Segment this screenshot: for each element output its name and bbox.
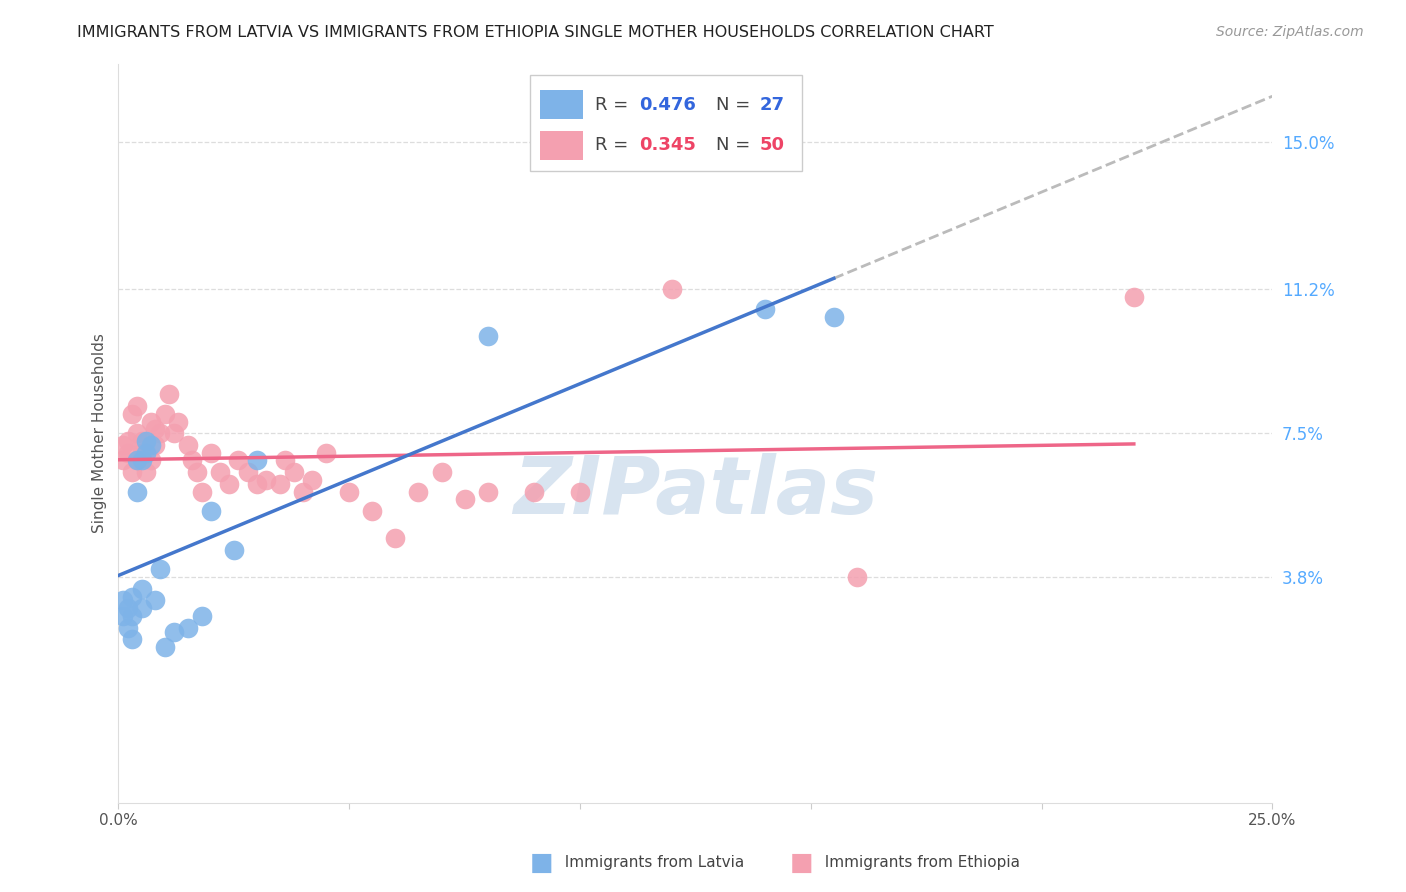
Point	[218, 476, 240, 491]
Point	[361, 504, 384, 518]
Point	[135, 434, 157, 448]
Point	[117, 601, 139, 615]
Text: R =: R =	[595, 95, 634, 113]
Point	[273, 453, 295, 467]
Point	[176, 438, 198, 452]
Point	[131, 453, 153, 467]
Text: IMMIGRANTS FROM LATVIA VS IMMIGRANTS FROM ETHIOPIA SINGLE MOTHER HOUSEHOLDS CORR: IMMIGRANTS FROM LATVIA VS IMMIGRANTS FRO…	[77, 25, 994, 40]
Point	[845, 570, 868, 584]
Point	[112, 453, 135, 467]
Point	[125, 399, 148, 413]
Point	[125, 426, 148, 441]
Point	[149, 426, 172, 441]
Point	[135, 446, 157, 460]
Text: 0.345: 0.345	[638, 136, 696, 154]
Point	[408, 484, 430, 499]
Point	[384, 531, 406, 545]
Point	[181, 453, 204, 467]
Point	[1122, 290, 1144, 304]
Point	[208, 465, 231, 479]
Point	[222, 542, 245, 557]
Point	[131, 582, 153, 596]
Point	[337, 484, 360, 499]
Point	[163, 624, 186, 639]
Point	[145, 422, 167, 436]
Point	[121, 465, 143, 479]
Point	[823, 310, 845, 324]
Point	[167, 415, 190, 429]
Point	[117, 621, 139, 635]
Point	[200, 446, 222, 460]
Point	[121, 590, 143, 604]
Point	[117, 434, 139, 448]
Point	[112, 609, 135, 624]
Point	[430, 465, 453, 479]
Point	[145, 593, 167, 607]
Point	[186, 465, 208, 479]
Point	[131, 601, 153, 615]
Text: 27: 27	[761, 95, 785, 113]
Point	[153, 640, 176, 654]
Point	[139, 453, 162, 467]
Point	[135, 465, 157, 479]
Point	[754, 301, 776, 316]
Point	[131, 446, 153, 460]
Text: ZIPatlas: ZIPatlas	[513, 453, 877, 532]
Point	[112, 593, 135, 607]
Y-axis label: Single Mother Households: Single Mother Households	[93, 334, 107, 533]
Text: Immigrants from Latvia: Immigrants from Latvia	[555, 855, 745, 870]
Point	[254, 473, 277, 487]
Point	[176, 621, 198, 635]
Point	[125, 484, 148, 499]
Text: ■: ■	[530, 851, 553, 874]
Point	[236, 465, 259, 479]
Text: Immigrants from Ethiopia: Immigrants from Ethiopia	[815, 855, 1021, 870]
Text: Source: ZipAtlas.com: Source: ZipAtlas.com	[1216, 25, 1364, 39]
Point	[200, 504, 222, 518]
Point	[523, 484, 546, 499]
Text: N =: N =	[716, 136, 756, 154]
FancyBboxPatch shape	[540, 90, 583, 120]
Point	[125, 453, 148, 467]
Point	[269, 476, 291, 491]
Point	[292, 484, 315, 499]
Text: N =: N =	[716, 95, 756, 113]
Point	[661, 283, 683, 297]
Point	[163, 426, 186, 441]
FancyBboxPatch shape	[530, 75, 801, 171]
Point	[153, 407, 176, 421]
Point	[157, 387, 180, 401]
Point	[246, 476, 269, 491]
Point	[145, 438, 167, 452]
Point	[190, 484, 212, 499]
Point	[112, 438, 135, 452]
Point	[283, 465, 305, 479]
Point	[477, 329, 499, 343]
Text: 50: 50	[761, 136, 785, 154]
Point	[190, 609, 212, 624]
Point	[125, 453, 148, 467]
FancyBboxPatch shape	[540, 130, 583, 160]
Point	[139, 415, 162, 429]
Text: ■: ■	[790, 851, 813, 874]
Text: 0.476: 0.476	[638, 95, 696, 113]
Point	[569, 484, 592, 499]
Point	[149, 562, 172, 576]
Point	[117, 446, 139, 460]
Point	[121, 609, 143, 624]
Point	[121, 407, 143, 421]
Point	[121, 632, 143, 647]
Point	[131, 434, 153, 448]
Point	[315, 446, 337, 460]
Point	[301, 473, 323, 487]
Point	[228, 453, 250, 467]
Text: R =: R =	[595, 136, 634, 154]
Point	[477, 484, 499, 499]
Point	[139, 438, 162, 452]
Point	[246, 453, 269, 467]
Point	[453, 492, 475, 507]
